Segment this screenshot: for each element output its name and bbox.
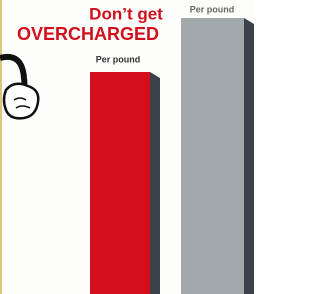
bar [181, 18, 244, 294]
bar-side [244, 18, 254, 294]
headline-line2: OVERCHARGED [17, 24, 159, 44]
infographic: Don’t get OVERCHARGED Per pound Per poun… [0, 0, 254, 294]
bar-side [150, 72, 160, 294]
bar-label: Per pound [96, 54, 141, 64]
glove [4, 84, 38, 119]
bar-label: Per pound [190, 4, 235, 14]
headline-line1: Don’t get [89, 4, 163, 23]
left-border [0, 0, 2, 294]
bar [90, 72, 150, 294]
